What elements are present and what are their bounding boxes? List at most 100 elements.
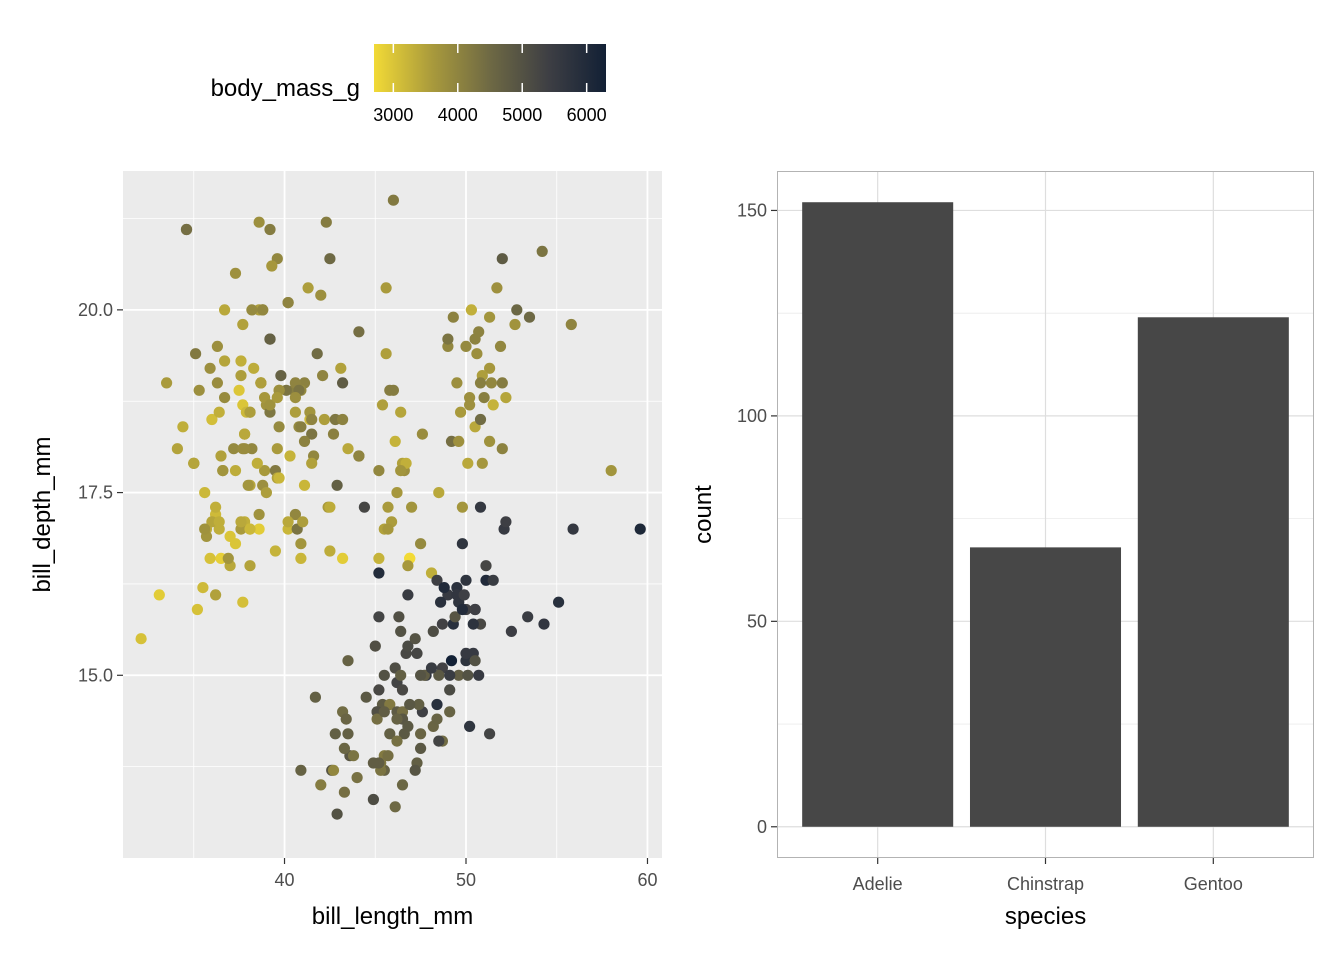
scatter-point (458, 589, 470, 601)
scatter-point (317, 370, 329, 382)
bar-panel-border (777, 171, 1314, 858)
scatter-point (455, 406, 467, 418)
scatter-point (353, 326, 365, 338)
scatter-point (327, 428, 340, 440)
scatter-point (177, 421, 189, 433)
scatter-point (444, 706, 456, 718)
scatter-point (496, 443, 508, 455)
scatter-point (444, 684, 456, 696)
scatter-point (391, 735, 403, 747)
scatter-point (219, 304, 231, 316)
scatter-point (376, 399, 389, 411)
scatter-point (473, 669, 485, 681)
scatter-point (409, 764, 421, 776)
scatter-point (431, 713, 443, 725)
scatter-point (380, 282, 392, 294)
bar-x-tick-label: Gentoo (1184, 874, 1243, 894)
scatter-point (210, 501, 222, 513)
scatter-points (135, 194, 646, 820)
scatter-point (496, 377, 508, 389)
scatter-point (413, 698, 425, 711)
scatter-point (465, 304, 477, 316)
scatter-point (460, 574, 472, 586)
scatter-point (402, 560, 414, 572)
scatter-plot: 40 50 60 15.0 17.5 20.0 bill_length_mm bill_d… (29, 171, 662, 930)
scatter-point (500, 392, 512, 404)
scatter-point (382, 523, 394, 535)
scatter-point (449, 611, 461, 623)
scatter-point (180, 223, 193, 236)
scatter-point (215, 450, 227, 462)
scatter-point (369, 640, 381, 652)
scatter-point (190, 348, 202, 360)
scatter-point (384, 728, 396, 740)
color-legend: body_mass_g 3000 4000 5000 6000 (211, 44, 607, 125)
scatter-point (338, 742, 350, 755)
scatter-point (373, 684, 385, 696)
scatter-point (605, 465, 617, 477)
scatter-point (373, 552, 385, 565)
scatter-point (289, 406, 301, 418)
scatter-point (433, 669, 445, 681)
scatter-point (351, 772, 363, 784)
scatter-point (447, 311, 459, 323)
scatter-point (282, 516, 294, 528)
scatter-point (378, 669, 390, 681)
scatter-point (634, 523, 646, 535)
scatter-point (337, 552, 349, 565)
bar-y-tick-label: 0 (757, 817, 767, 837)
scatter-point (295, 764, 307, 776)
scatter-point (500, 516, 512, 528)
scatter-point (244, 560, 256, 572)
legend-colorbar (374, 44, 606, 92)
scatter-point (222, 552, 234, 565)
scatter-y-tick-label: 20.0 (78, 300, 113, 320)
bar-y-axis-title: count (690, 485, 717, 544)
legend-ticks: 3000 4000 5000 6000 (373, 44, 607, 125)
bar-y-tick-label: 50 (747, 611, 767, 631)
scatter-point (484, 362, 496, 374)
scatter-point (255, 377, 267, 389)
scatter-point (295, 421, 307, 433)
scatter-point (318, 413, 330, 426)
scatter-point (235, 516, 247, 528)
scatter-point (335, 362, 347, 374)
bar-gentoo (1137, 317, 1289, 827)
scatter-point (416, 428, 428, 440)
scatter-point (453, 669, 465, 681)
scatter-point (244, 406, 256, 418)
scatter-point (360, 691, 372, 703)
scatter-point (219, 355, 231, 367)
scatter-point (271, 392, 283, 404)
scatter-point (480, 560, 492, 572)
scatter-point (395, 669, 407, 681)
scatter-y-axis-title: bill_depth_mm (29, 436, 56, 592)
scatter-point (406, 501, 418, 513)
scatter-point (237, 318, 249, 331)
legend-tick-label: 4000 (438, 105, 478, 125)
scatter-point (271, 443, 283, 455)
scatter-point (315, 289, 327, 301)
scatter-point (469, 603, 481, 616)
scatter-point (367, 757, 379, 769)
scatter-point (415, 742, 427, 755)
scatter-x-tick-label: 50 (456, 870, 476, 890)
scatter-point (257, 304, 269, 316)
scatter-point (415, 669, 427, 681)
scatter-point (431, 574, 443, 586)
scatter-point (373, 611, 385, 623)
scatter-point (474, 501, 487, 513)
scatter-point (411, 647, 423, 660)
scatter-point (415, 538, 427, 550)
scatter-point (487, 574, 499, 586)
scatter-point (523, 311, 536, 323)
scatter-point (211, 340, 223, 352)
scatter-point (298, 435, 311, 447)
scatter-point (373, 567, 385, 579)
scatter-point (347, 750, 360, 762)
scatter-point (511, 304, 523, 316)
scatter-point (474, 413, 487, 426)
scatter-point (462, 669, 474, 681)
scatter-point (229, 465, 242, 477)
